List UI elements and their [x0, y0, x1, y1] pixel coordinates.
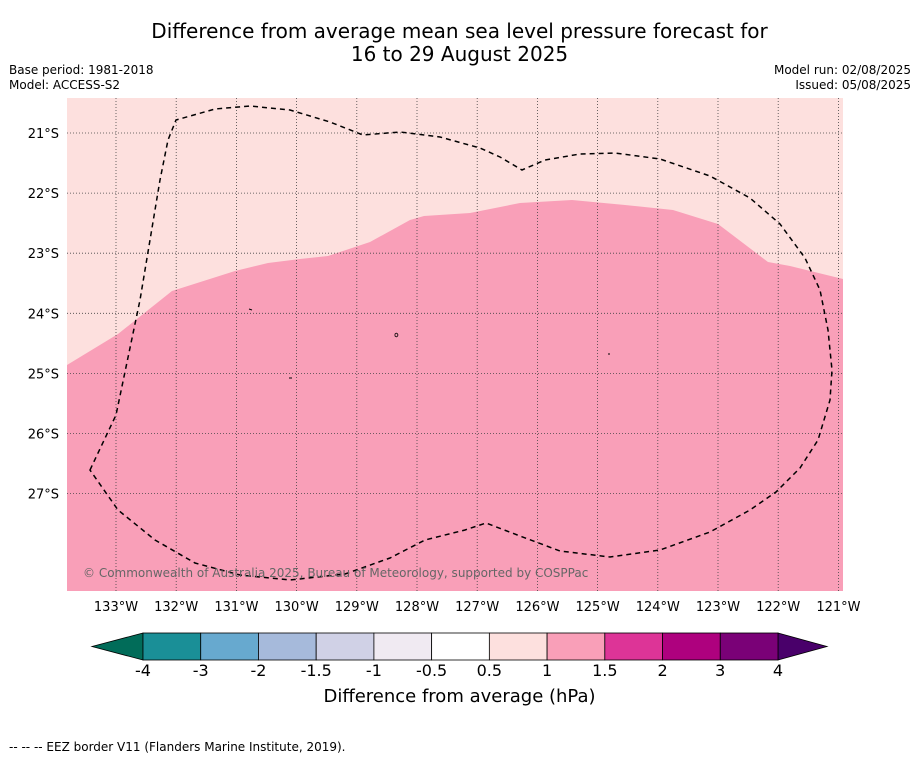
lat-tick-label: 22°S	[28, 187, 59, 202]
base-period-text: Base period: 1981-2018	[9, 63, 154, 77]
lon-tick-label: 124°W	[636, 600, 680, 615]
eez-border	[89, 105, 833, 581]
colorbar-tick-label: -1.5	[301, 661, 332, 680]
colorbar-segment	[604, 632, 663, 661]
colorbar-tick-label: -4	[135, 661, 151, 680]
colorbar-tick-label: -2	[250, 661, 266, 680]
lat-tick-label: 26°S	[28, 428, 59, 443]
model-text: Model: ACCESS-S2	[9, 78, 121, 92]
latitude-labels: 21°S 22°S 23°S 24°S 25°S 26°S 27°S	[28, 127, 59, 503]
colorbar-under-arrow	[90, 632, 144, 661]
colorbar-tick-label: 0.5	[477, 661, 502, 680]
lon-tick-label: 130°W	[275, 600, 319, 615]
island-1	[248, 308, 253, 311]
colorbar-segment	[546, 632, 606, 661]
copyright-text: © Commonwealth of Australia 2025, Bureau…	[83, 566, 588, 580]
colorbar-segment	[373, 632, 433, 661]
colorbar-segment	[488, 632, 548, 661]
longitude-labels: 133°W 132°W 131°W 130°W 129°W 128°W 127°W 126°W…	[94, 600, 861, 615]
colorbar-tick-label: -1	[366, 661, 382, 680]
lon-tick-label: 129°W	[335, 600, 379, 615]
chart-title-line2: 16 to 29 August 2025	[350, 42, 569, 66]
chart-title-line1: Difference from average mean sea level p…	[151, 19, 768, 43]
lat-tick-label: 25°S	[28, 367, 59, 382]
colorbar-tick-label: 3	[715, 661, 725, 680]
lon-tick-label: 128°W	[395, 600, 439, 615]
map-gridlines	[67, 98, 843, 591]
lat-tick-label: 24°S	[28, 307, 59, 322]
lon-tick-label: 127°W	[455, 600, 499, 615]
lon-tick-label: 122°W	[756, 600, 800, 615]
colorbar-segment	[200, 632, 259, 661]
colorbar-tick-label: 1.5	[592, 661, 617, 680]
lat-tick-label: 27°S	[28, 488, 59, 503]
colorbar: -4 -3 -2 -1.5 -1 -0.5 0.5 1 1.5 2 3 4	[90, 632, 829, 680]
lon-tick-label: 121°W	[816, 600, 860, 615]
colorbar-segment	[258, 632, 317, 661]
island-2	[394, 332, 399, 338]
model-run-text: Model run: 02/08/2025	[773, 63, 911, 77]
colorbar-over-arrow	[777, 632, 829, 661]
lon-tick-label: 125°W	[576, 600, 620, 615]
lon-tick-label: 126°W	[515, 600, 559, 615]
colorbar-tick-label: 1	[542, 661, 552, 680]
eez-footnote: -- -- -- EEZ border V11 (Flanders Marine…	[9, 740, 346, 754]
colorbar-tick-label: -3	[193, 661, 209, 680]
lon-tick-label: 131°W	[214, 600, 258, 615]
lon-tick-label: 133°W	[94, 600, 138, 615]
lon-tick-label: 132°W	[154, 600, 198, 615]
lon-tick-label: 123°W	[696, 600, 740, 615]
lat-tick-label: 21°S	[28, 127, 59, 142]
colorbar-segment	[662, 632, 721, 661]
colorbar-segment	[315, 632, 375, 661]
colorbar-tick-label: 2	[657, 661, 667, 680]
lat-tick-label: 23°S	[28, 247, 59, 262]
colorbar-tick-label: -0.5	[416, 661, 447, 680]
colorbar-label: Difference from average (hPa)	[323, 686, 596, 707]
issued-text: Issued: 05/08/2025	[795, 78, 911, 92]
colorbar-tick-label: 4	[773, 661, 783, 680]
colorbar-segment	[431, 632, 490, 661]
colorbar-segment	[142, 632, 202, 661]
colorbar-segment	[719, 632, 779, 661]
